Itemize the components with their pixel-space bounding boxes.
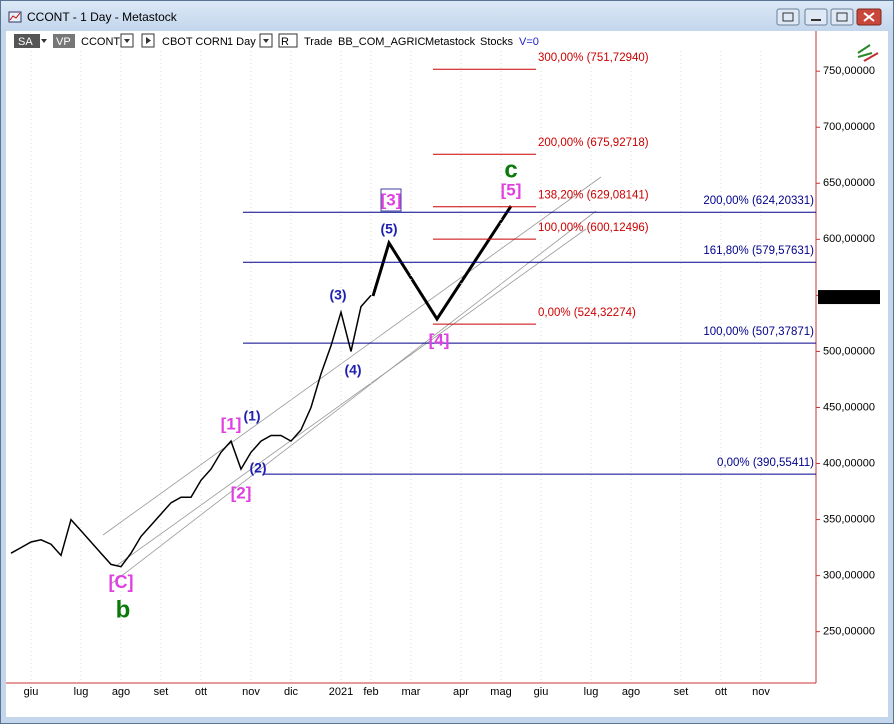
x-tick-label: ago <box>112 686 130 698</box>
x-tick-label: lug <box>74 686 89 698</box>
y-tick-label: 750,00000 <box>823 65 875 77</box>
x-tick-label: nov <box>242 686 260 698</box>
sa-button[interactable] <box>14 34 40 48</box>
x-tick-label: set <box>674 686 689 698</box>
source: Metastock <box>425 36 476 48</box>
fib-label: 0,00% (390,55411) <box>717 457 814 469</box>
vp-label: VP <box>56 36 71 48</box>
y-tick-label: 650,00000 <box>823 177 875 189</box>
tool-icon[interactable] <box>857 44 879 62</box>
window-buttons[interactable] <box>775 7 885 27</box>
x-tick-label: ago <box>622 686 640 698</box>
fib-label: 100,00% (507,37871) <box>703 326 814 338</box>
y-tick-label: 700,00000 <box>823 121 875 133</box>
chart: SA VP CCONT CBOT CORN 1 Day R Trade BB_C… <box>6 31 888 717</box>
wave-label: [4] <box>429 330 450 349</box>
x-tick-label: apr <box>453 686 469 698</box>
fib-label: 300,00% (751,72940) <box>538 52 649 64</box>
symbol: CCONT <box>81 36 120 48</box>
last-price-label: 548,50000 <box>822 291 874 303</box>
x-tick-label: giu <box>24 686 39 698</box>
wave-label: [1] <box>221 414 242 433</box>
wave-label: (1) <box>243 408 260 424</box>
wave-label: [C] <box>109 572 134 592</box>
channel-lines <box>102 176 602 585</box>
wave-label: c <box>504 156 517 183</box>
sa-label: SA <box>18 36 33 48</box>
y-tick-label: 500,00000 <box>823 345 875 357</box>
y-tick-label: 350,00000 <box>823 513 875 525</box>
price-line <box>10 294 372 568</box>
vp-button[interactable] <box>53 34 75 48</box>
wave-label: (3) <box>329 287 346 303</box>
x-tick-label: ott <box>715 686 727 698</box>
x-tick-label: mag <box>490 686 511 698</box>
r-label: R <box>281 36 289 48</box>
group: BB_COM_AGRIC <box>338 36 425 48</box>
y-tick-label: 300,00000 <box>823 570 875 582</box>
y-tick-label: 600,00000 <box>823 233 875 245</box>
last-price-marker <box>818 290 880 305</box>
x-tick-label: dic <box>284 686 299 698</box>
fib-label: 0,00% (524,32274) <box>538 307 636 319</box>
wave-label: b <box>116 596 131 623</box>
fib-label: 200,00% (675,92718) <box>538 137 649 149</box>
fib-label: 100,00% (600,12496) <box>538 222 649 234</box>
mode: Trade <box>304 36 332 48</box>
x-tick-label: 2021 <box>329 686 353 698</box>
wave-label: (4) <box>344 362 361 378</box>
fib-label: 161,80% (579,57631) <box>703 245 814 257</box>
x-tick-label: mar <box>402 686 421 698</box>
y-tick-label: 450,00000 <box>823 401 875 413</box>
wave-label: [2] <box>231 483 252 502</box>
x-tick-label: set <box>154 686 169 698</box>
kind: Stocks <box>480 36 514 48</box>
toolbar: SA VP CCONT CBOT CORN 1 Day R Trade BB_C… <box>14 33 879 62</box>
x-tick-label: nov <box>752 686 770 698</box>
instrument-name: CBOT CORN <box>162 36 228 48</box>
volume: V=0 <box>519 36 539 48</box>
wave-label: [5] <box>501 180 522 199</box>
r-button[interactable] <box>278 33 298 48</box>
x-tick-label: giu <box>534 686 549 698</box>
y-tick-label: 400,00000 <box>823 457 875 469</box>
fib-label: 138,20% (629,08141) <box>538 190 649 202</box>
x-tick-label: ott <box>195 686 207 698</box>
wave-label: (2) <box>249 460 266 476</box>
x-tick-label: feb <box>363 686 378 698</box>
wave-3-box <box>380 188 402 212</box>
x-tick-label: lug <box>584 686 599 698</box>
wave-label: [3] <box>381 190 402 209</box>
app-icon <box>8 11 22 23</box>
fib-label: 200,00% (624,20331) <box>703 195 814 207</box>
wave-label: (5) <box>380 221 397 237</box>
window-title: CCONT - 1 Day - Metastock <box>27 10 177 24</box>
period: 1 Day <box>227 36 256 48</box>
y-tick-label: 250,00000 <box>823 626 875 638</box>
